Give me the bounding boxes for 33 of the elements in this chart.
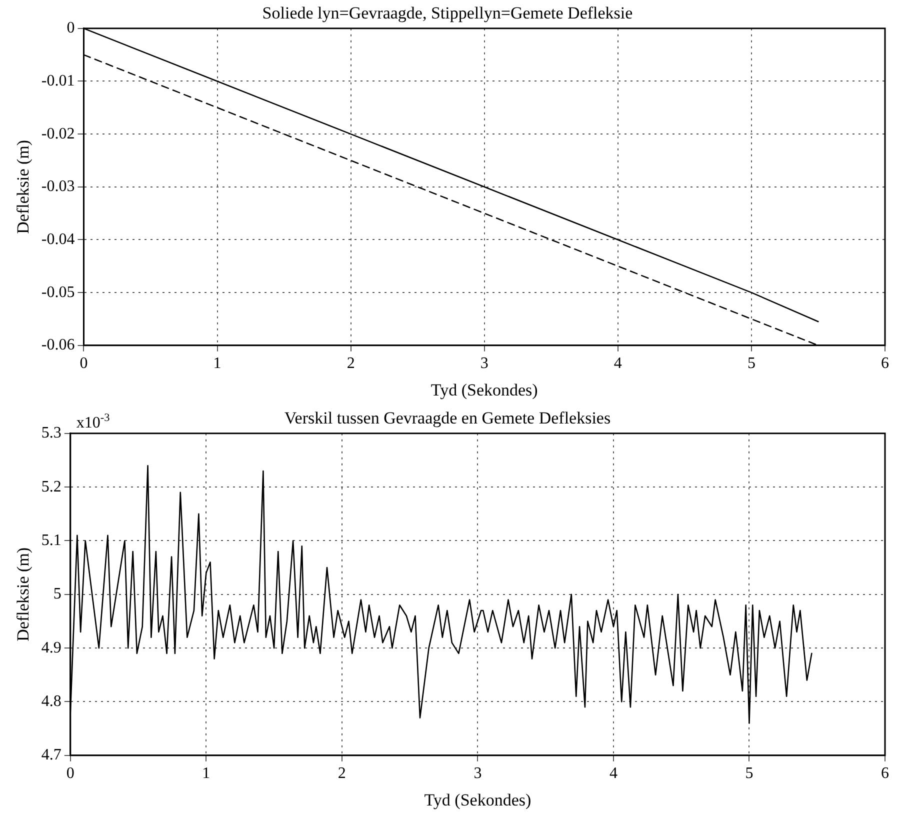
x-tick-label: 2 (338, 765, 346, 782)
y-axis-title: Defleksie (m) (14, 140, 33, 234)
x-axis-title: Tyd (Sekondes) (430, 380, 538, 400)
chart-title: Soliede lyn=Gevraagde, Stippellyn=Gemete Defleksie (262, 4, 633, 23)
y-tick-label: 5.2 (41, 478, 62, 496)
x-tick-label: 4 (609, 765, 618, 782)
y-tick-label: 5.1 (41, 532, 62, 549)
y-tick-label: -0.05 (41, 284, 75, 301)
x-tick-label: 5 (745, 765, 754, 782)
x-tick-label: 3 (480, 355, 488, 372)
y-tick-label: 5.3 (41, 424, 62, 442)
x-axis-title: Tyd (Sekondes) (424, 790, 532, 810)
y-tick-label: 4.7 (41, 746, 62, 764)
x-tick-label: 2 (346, 355, 355, 372)
x-tick-label: 4 (614, 355, 622, 372)
y-tick-label: 0 (66, 20, 75, 37)
x-tick-label: 1 (213, 355, 222, 372)
y-tick-label: 4.9 (41, 639, 62, 656)
y-tick-label: -0.03 (41, 178, 75, 196)
x-tick-label: 3 (474, 765, 482, 782)
y-tick-label: -0.01 (41, 72, 75, 90)
x-tick-label: 1 (202, 765, 210, 782)
x-tick-label: 6 (881, 765, 889, 782)
chart-title: Verskil tussen Gevraagde en Gemete Defleksies (284, 408, 611, 428)
x-tick-label: 5 (747, 355, 756, 372)
x-tick-label: 0 (80, 355, 88, 372)
y-tick-label: -0.04 (41, 230, 75, 248)
x-tick-label: 6 (881, 355, 889, 372)
y-tick-label: -0.06 (41, 336, 75, 354)
y-tick-label: -0.02 (41, 125, 75, 142)
y-axis-title: Defleksie (m) (14, 547, 33, 642)
y-tick-label: 5 (53, 586, 62, 603)
y-tick-label: 4.8 (41, 692, 62, 710)
